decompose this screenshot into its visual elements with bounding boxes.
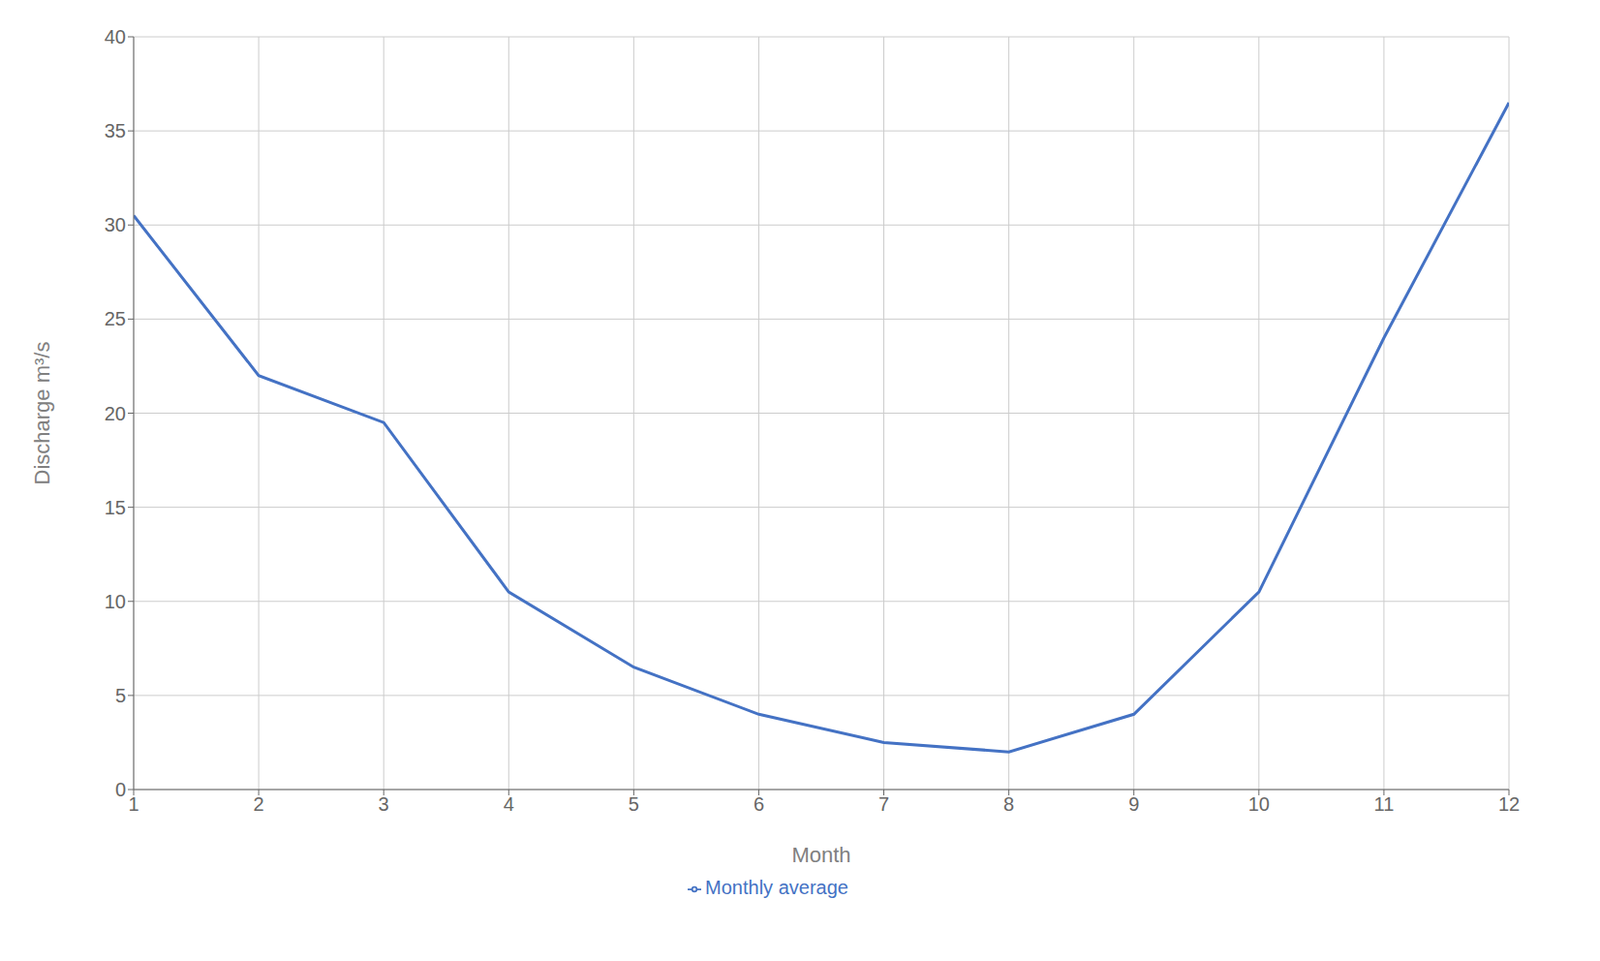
html-text:Monthly average: Monthly average <box>705 876 849 898</box>
svg-text:Discharge m³/s: Discharge m³/s <box>30 341 55 486</box>
svg-text:0: 0 <box>115 778 126 800</box>
svg-text:15: 15 <box>104 496 126 519</box>
svg-text:5: 5 <box>628 793 640 815</box>
svg-text:Month: Month <box>791 842 851 867</box>
svg-text:1: 1 <box>127 793 139 815</box>
svg-text:12: 12 <box>1498 793 1520 815</box>
svg-text:4: 4 <box>503 793 515 815</box>
svg-text:30: 30 <box>104 214 126 236</box>
svg-text:10: 10 <box>104 590 126 613</box>
svg-text:25: 25 <box>104 307 126 330</box>
svg-text:7: 7 <box>878 793 890 815</box>
svg-text:5: 5 <box>115 684 126 707</box>
svg-text:6: 6 <box>753 793 765 815</box>
svg-text:20: 20 <box>104 402 126 425</box>
svg-text:10: 10 <box>1248 793 1270 815</box>
svg-text:9: 9 <box>1128 793 1139 815</box>
svg-text:35: 35 <box>104 120 126 142</box>
svg-text:40: 40 <box>104 26 126 48</box>
svg-text:2: 2 <box>253 793 265 815</box>
svg-text:11: 11 <box>1374 793 1395 815</box>
svg-text:8: 8 <box>1003 793 1015 815</box>
svg-text:3: 3 <box>378 793 390 815</box>
